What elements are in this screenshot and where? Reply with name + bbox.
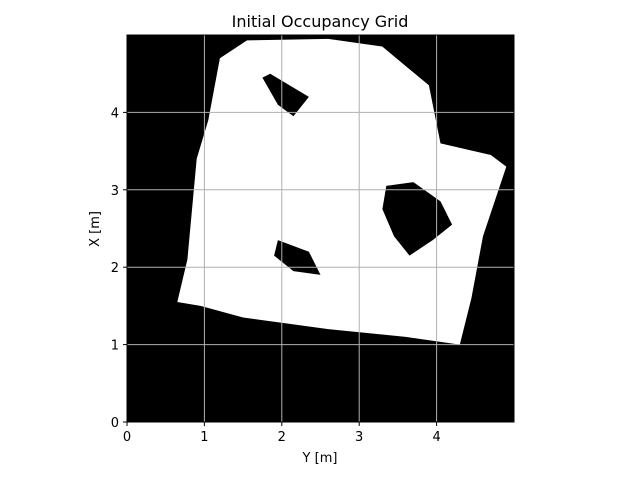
y-axis-ticks: 0 1 2 3 4 [111,106,127,431]
x-axis-label: Y [m] [302,451,338,466]
x-axis-ticks: 0 1 2 3 4 [123,422,441,445]
free-region-room [177,38,507,345]
chart-title: Initial Occupancy Grid [232,12,409,31]
x-tick-label: 3 [355,430,363,445]
occupancy-map [177,38,507,345]
obstacle-top [262,73,309,117]
y-tick-label: 1 [111,339,119,354]
obstacle-right [382,182,453,256]
y-tick-label: 0 [111,416,119,431]
y-axis-label: X [m] [88,211,103,247]
x-tick-label: 4 [432,430,440,445]
y-tick-label: 3 [111,184,119,199]
y-tick-label: 4 [111,106,119,121]
y-tick-label: 2 [111,261,119,276]
plot-frame [126,34,515,423]
x-tick-label: 0 [123,430,131,445]
x-tick-label: 1 [200,430,208,445]
x-tick-label: 2 [278,430,286,445]
obstacle-center [274,240,321,275]
